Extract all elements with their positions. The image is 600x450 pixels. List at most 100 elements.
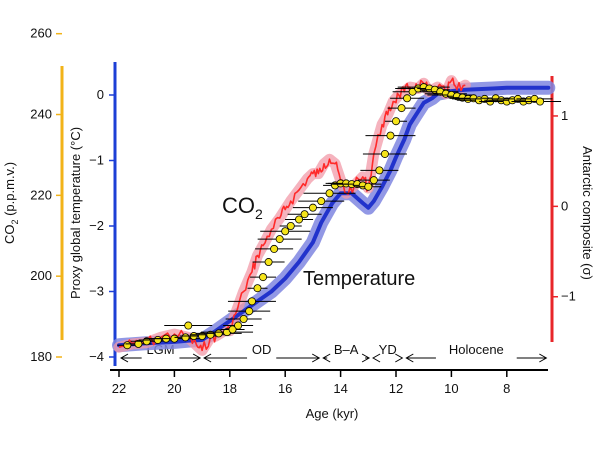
period-label: OD [252,342,272,357]
proxy-point [279,221,302,230]
x-tick-label: 16 [278,381,292,396]
temperature-axis: −4 −3 −2 −1 0 Proxy global temperature (°C) [68,62,117,366]
period-arrowhead [311,353,321,363]
proxy-point [227,297,276,306]
proxy-marker [239,315,248,324]
proxy-point [164,321,213,330]
period-arrowhead [322,353,331,363]
proxy-marker [375,166,384,175]
period-yd: YD [372,342,404,363]
proxy-marker [403,94,412,103]
proxy-point [387,104,416,113]
proxy-marker [369,176,378,185]
proxy-marker [386,131,395,140]
proxy-marker [397,104,406,113]
proxy-marker [134,339,143,348]
period-arrowhead [539,353,548,363]
proxy-point [228,307,271,316]
proxy-point [287,210,322,219]
proxy-marker [536,97,545,106]
proxy-point [223,321,254,330]
proxy-marker [380,149,389,158]
proxy-point [362,149,407,158]
proxy-marker [281,227,290,236]
period-arrowhead [405,353,414,363]
period-label: B–A [334,342,359,357]
proxy-marker [364,182,373,191]
proxy-marker [123,341,132,350]
proxy-marker [170,334,179,343]
proxy-marker [308,203,317,212]
proxy-point [247,284,268,293]
x-tick-label: 18 [223,381,237,396]
co2-tick-label: 180 [30,349,52,364]
co2-tick-label: 200 [30,268,52,283]
co2-annotation-main: CO [222,193,255,218]
period-ba: B–A [322,342,371,363]
x-axis-label: Age (kyr) [306,406,359,421]
period-arrowhead [372,353,381,363]
antarctic-tick-label: −1 [561,289,576,304]
x-tick-label: 12 [389,381,403,396]
period-arrowhead [192,353,202,363]
temperature-axis-label: Proxy global temperature (°C) [68,127,83,299]
proxy-marker [214,329,223,338]
proxy-point [260,227,311,236]
proxy-point [357,176,390,185]
period-labels: LGM OD B–A YD Holocene [119,342,548,363]
co2-axis: 180 200 220 240 260 CO2 (p.p.m.v.) [2,26,64,364]
proxy-point [360,166,399,175]
proxy-marker [234,321,243,330]
co2-axis-label-sub: 2 [10,220,20,225]
proxy-marker [184,321,193,330]
x-tick-label: 14 [333,381,347,396]
proxy-point [201,328,254,337]
proxy-marker [295,215,304,224]
proxy-point [355,182,382,191]
period-arrowhead [395,353,404,363]
proxy-point [255,244,294,253]
proxy-point [365,131,416,140]
proxy-point [285,215,314,224]
temperature-tick-label: 0 [97,87,104,102]
proxy-point [257,235,302,244]
temperature-annotation: Temperature [303,268,415,290]
proxy-marker [325,189,334,198]
proxy-marker [270,244,279,253]
antarctic-tick-label: 0 [561,198,568,213]
x-tick-label: 8 [503,381,510,396]
antarctic-axis-label: Antarctic composite (σ) [580,146,595,280]
proxy-marker [181,333,190,342]
proxy-marker [264,258,273,267]
co2-axis-label-rest: (p.p.m.v.) [2,162,17,220]
x-axis: 22 20 18 16 14 12 10 8 Age (kyr) [110,369,548,421]
period-holocene: Holocene [405,342,548,363]
co2-annotation-sub: 2 [255,206,263,222]
temperature-line [117,85,551,348]
proxy-point [519,97,562,106]
period-arrowhead [361,353,371,363]
co2-tick-label: 260 [30,26,52,41]
proxy-marker [286,221,295,230]
proxy-marker [153,335,162,344]
proxy-point [292,203,333,212]
antarctic-tick-label: 1 [561,108,568,123]
proxy-marker [245,307,254,316]
antarctic-axis: 1 0 −1 Antarctic composite (σ) [550,76,595,342]
proxy-point [303,189,356,198]
proxy-marker [317,197,326,206]
proxy-marker [300,210,309,219]
proxy-point [390,94,425,103]
period-od: OD [203,342,321,363]
antarctic-ticks: 1 0 −1 [552,108,576,304]
temperature-tick-label: −3 [89,284,104,299]
period-label: Holocene [449,342,504,357]
proxy-point [252,258,285,267]
period-arrowhead [119,353,129,363]
co2-axis-label: CO2 (p.p.m.v.) [2,162,20,244]
proxy-marker [253,284,262,293]
proxy-marker [391,117,400,126]
x-tick-label: 20 [167,381,181,396]
x-ticks: 22 20 18 16 14 12 10 8 [112,370,510,396]
